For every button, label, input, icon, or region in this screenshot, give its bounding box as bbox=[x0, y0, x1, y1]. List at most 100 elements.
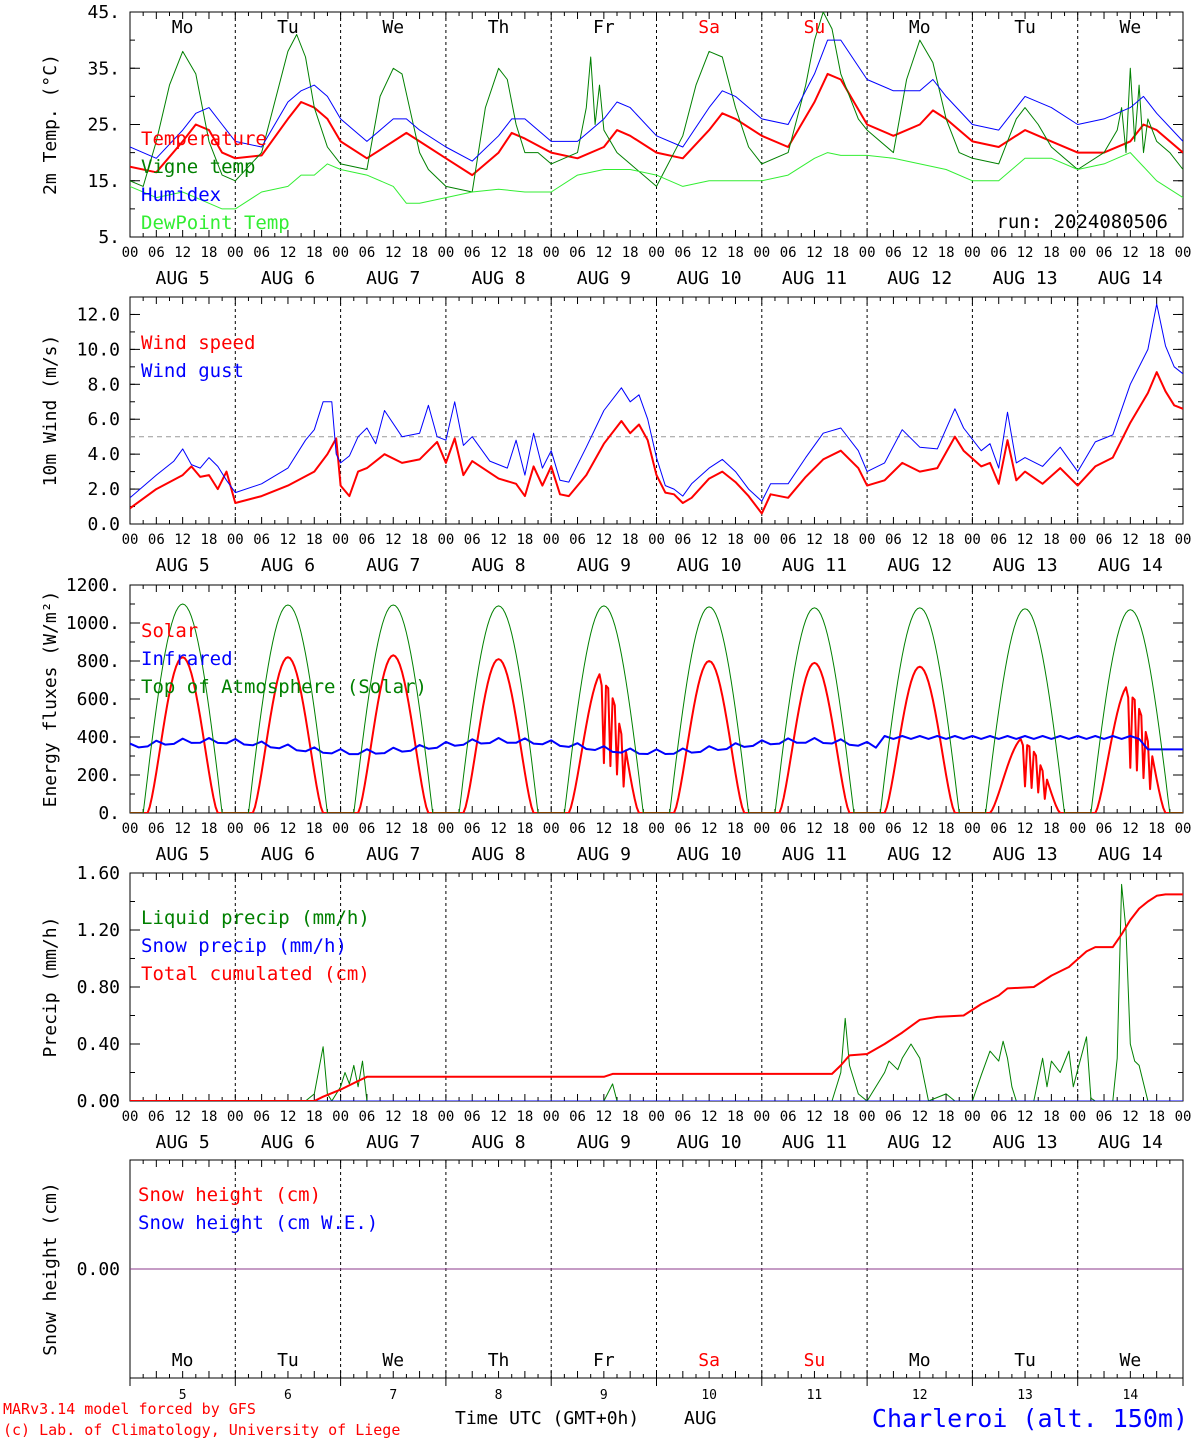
day-name-top: Th bbox=[488, 17, 510, 38]
hour-tick-label: 12 bbox=[1017, 532, 1034, 548]
day-number: 8 bbox=[495, 1388, 503, 1403]
y-tick-label: 0.40 bbox=[77, 1034, 120, 1055]
day-name-bottom: Fr bbox=[593, 1350, 615, 1371]
hour-tick-label: 00 bbox=[1175, 1109, 1192, 1125]
hour-tick-label: 06 bbox=[464, 245, 481, 261]
panel-energy: 1200. 1000. 800. 600. 400. 200. 0. Energy fluxe… bbox=[40, 575, 1191, 865]
day-number: 10 bbox=[701, 1388, 717, 1403]
hour-tick-label: 00 bbox=[543, 1109, 560, 1125]
hour-tick-label: 12 bbox=[385, 245, 402, 261]
hour-tick-label: 06 bbox=[674, 532, 691, 548]
hour-tick-label: 12 bbox=[911, 821, 928, 837]
y-tick-label: 1.60 bbox=[77, 863, 120, 884]
hour-tick-label: 06 bbox=[780, 1109, 797, 1125]
day-name-top: Tu bbox=[1014, 17, 1036, 38]
date-label: AUG 14 bbox=[1098, 844, 1163, 865]
y-tick-label: 400. bbox=[77, 727, 120, 748]
series-solar bbox=[130, 654, 1183, 813]
hour-tick-label: 06 bbox=[990, 532, 1007, 548]
hour-tick-label: 18 bbox=[201, 532, 218, 548]
hour-tick-label: 12 bbox=[490, 1109, 507, 1125]
hour-tick-label: 06 bbox=[1096, 245, 1113, 261]
hour-tick-label: 12 bbox=[280, 532, 297, 548]
date-label: AUG 8 bbox=[471, 555, 525, 576]
day-number: 7 bbox=[389, 1388, 397, 1403]
hour-tick-label: 12 bbox=[1017, 821, 1034, 837]
hour-tick-label: 00 bbox=[859, 1109, 876, 1125]
date-label: AUG 9 bbox=[577, 844, 631, 865]
date-label: AUG 7 bbox=[366, 555, 420, 576]
hour-tick-label: 00 bbox=[543, 245, 560, 261]
hour-tick-label: 12 bbox=[174, 821, 191, 837]
hour-tick-label: 00 bbox=[332, 245, 349, 261]
panel-snow: 0.00 Snow height (cm) Snow height (cm) Snow… bbox=[40, 1159, 1184, 1379]
hour-tick-label: 18 bbox=[938, 532, 955, 548]
hour-tick-label: 00 bbox=[648, 245, 665, 261]
hour-tick-label: 00 bbox=[122, 1109, 139, 1125]
date-label: AUG 10 bbox=[677, 1132, 742, 1153]
date-label: AUG 11 bbox=[782, 555, 847, 576]
hour-tick-label: 00 bbox=[543, 532, 560, 548]
hour-tick-label: 12 bbox=[911, 1109, 928, 1125]
day-name-bottom: We bbox=[382, 1350, 404, 1371]
date-label: AUG 8 bbox=[471, 1132, 525, 1153]
hour-tick-label: 06 bbox=[569, 532, 586, 548]
date-label: AUG 5 bbox=[156, 1132, 210, 1153]
hour-tick-label: 06 bbox=[1096, 821, 1113, 837]
series-vigne-temp bbox=[130, 12, 1183, 193]
hour-tick-label: 18 bbox=[1043, 821, 1060, 837]
day-name-bottom: Mo bbox=[909, 1350, 931, 1371]
hour-tick-label: 00 bbox=[332, 1109, 349, 1125]
hour-tick-label: 12 bbox=[701, 532, 718, 548]
hour-tick-label: 00 bbox=[227, 532, 244, 548]
day-name-bottom: Mo bbox=[172, 1350, 194, 1371]
day-number: 12 bbox=[912, 1388, 928, 1403]
series-temperature bbox=[130, 72, 1183, 177]
hour-tick-label: 06 bbox=[780, 821, 797, 837]
hour-tick-label: 00 bbox=[1069, 245, 1086, 261]
y-tick-label: 0.80 bbox=[77, 977, 120, 998]
hour-tick-label: 12 bbox=[806, 532, 823, 548]
hour-tick-label: 06 bbox=[780, 532, 797, 548]
day-number: 9 bbox=[600, 1388, 608, 1403]
hour-tick-label: 18 bbox=[938, 1109, 955, 1125]
hour-tick-label: 06 bbox=[358, 245, 375, 261]
date-label: AUG 14 bbox=[1098, 1132, 1163, 1153]
date-label: AUG 10 bbox=[677, 844, 742, 865]
hour-tick-label: 06 bbox=[358, 532, 375, 548]
legend-entry: Humidex bbox=[141, 184, 221, 206]
hour-tick-label: 00 bbox=[648, 821, 665, 837]
hour-tick-label: 12 bbox=[490, 245, 507, 261]
y-tick-label: 6.0 bbox=[87, 409, 120, 430]
hour-tick-label: 18 bbox=[938, 245, 955, 261]
hour-tick-label: 12 bbox=[490, 532, 507, 548]
hour-tick-label: 00 bbox=[859, 245, 876, 261]
date-label: AUG 11 bbox=[782, 268, 847, 289]
panel-precip: 1.60 1.20 0.80 0.40 0.00 Precip (mm/h) Liquid … bbox=[40, 863, 1191, 1153]
legend-entry: Temperature bbox=[141, 128, 267, 150]
hour-tick-label: 18 bbox=[622, 532, 639, 548]
hour-tick-label: 00 bbox=[753, 821, 770, 837]
hour-tick-label: 00 bbox=[753, 1109, 770, 1125]
y-tick-label: 35. bbox=[87, 58, 120, 79]
hour-tick-label: 18 bbox=[832, 532, 849, 548]
hour-tick-label: 00 bbox=[964, 1109, 981, 1125]
hour-tick-label: 18 bbox=[306, 532, 323, 548]
hour-tick-label: 06 bbox=[990, 821, 1007, 837]
y-tick-label: 0.00 bbox=[77, 1091, 120, 1112]
date-label: AUG 5 bbox=[156, 844, 210, 865]
date-label: AUG 6 bbox=[261, 268, 315, 289]
series-top-of-atmosphere-solar- bbox=[130, 603, 1183, 813]
day-number: 14 bbox=[1123, 1388, 1139, 1403]
hour-tick-label: 00 bbox=[437, 532, 454, 548]
y-tick-label: 15. bbox=[87, 171, 120, 192]
hour-tick-label: 12 bbox=[701, 245, 718, 261]
y-tick-label: 8.0 bbox=[87, 374, 120, 395]
hour-tick-label: 06 bbox=[148, 245, 165, 261]
date-label: AUG 7 bbox=[366, 1132, 420, 1153]
hour-tick-label: 12 bbox=[595, 1109, 612, 1125]
y-axis-label: 2m Temp. (°C) bbox=[40, 54, 61, 195]
hour-tick-label: 18 bbox=[201, 1109, 218, 1125]
hour-tick-label: 00 bbox=[859, 532, 876, 548]
hour-tick-label: 12 bbox=[1122, 1109, 1139, 1125]
